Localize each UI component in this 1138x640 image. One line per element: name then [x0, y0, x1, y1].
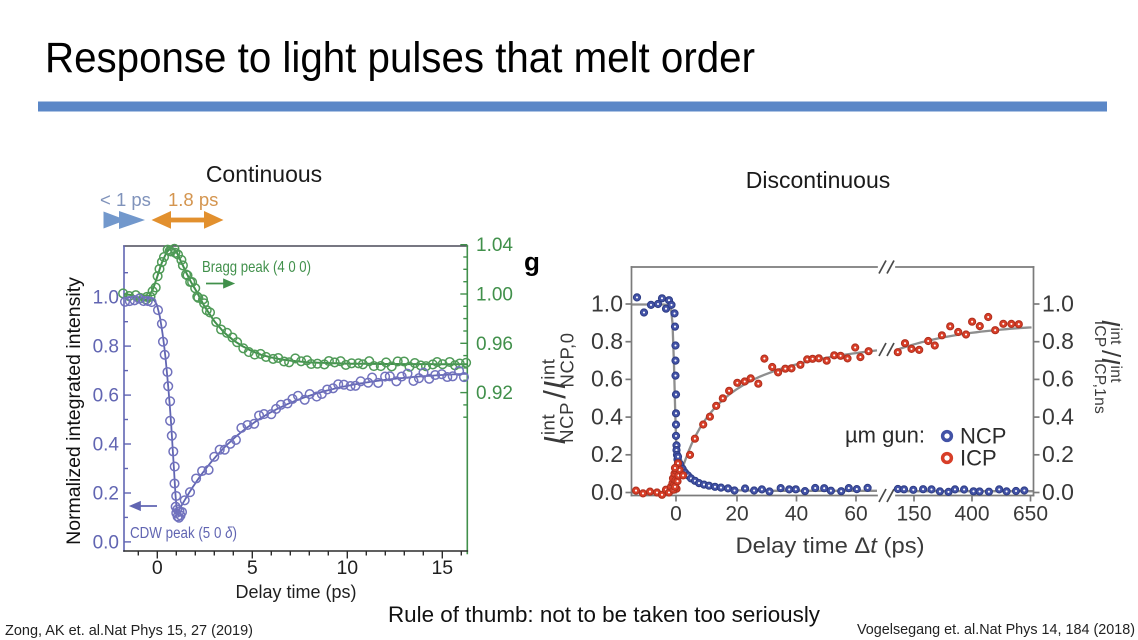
- svg-text:0.6: 0.6: [1042, 366, 1074, 392]
- svg-text:0: 0: [670, 503, 682, 526]
- svg-text:IintNCP /IintNCP,0: IintNCP /IintNCP,0: [537, 329, 577, 445]
- svg-text:Response to light pulses that: Response to light pulses that melt order: [45, 35, 755, 82]
- svg-text:CDW peak (5 0 δ): CDW peak (5 0 δ): [130, 525, 237, 542]
- svg-text:Rule of thumb: not to be taken: Rule of thumb: not to be taken too serio…: [388, 602, 820, 627]
- svg-text:g: g: [524, 247, 540, 277]
- svg-text:0.8: 0.8: [1042, 328, 1074, 354]
- svg-text:5: 5: [247, 557, 258, 579]
- svg-text:0.8: 0.8: [591, 328, 623, 354]
- svg-text:1.0: 1.0: [93, 288, 119, 309]
- svg-text:40: 40: [785, 503, 808, 526]
- svg-text:150: 150: [896, 503, 931, 526]
- svg-text:10: 10: [336, 557, 358, 579]
- svg-text:1.00: 1.00: [476, 285, 513, 306]
- svg-text:IintICP /IintICP,1ns: IintICP /IintICP,1ns: [1091, 319, 1126, 416]
- svg-text:µm gun:: µm gun:: [845, 423, 925, 448]
- svg-text:0: 0: [152, 557, 163, 579]
- svg-text:Delay time Δt (ps): Delay time Δt (ps): [736, 533, 925, 558]
- svg-text:0.6: 0.6: [93, 386, 119, 407]
- svg-text:1.04: 1.04: [476, 235, 513, 256]
- svg-text:Bragg peak (4 0 0): Bragg peak (4 0 0): [202, 259, 311, 276]
- svg-text:0.92: 0.92: [476, 383, 513, 404]
- svg-text:Normalized integrated intensit: Normalized integrated intensity: [63, 277, 85, 545]
- svg-text:Vogelsegang et. al.Nat Phys 14: Vogelsegang et. al.Nat Phys 14, 184 (201…: [857, 622, 1135, 638]
- svg-text:1.0: 1.0: [591, 290, 623, 316]
- svg-text:Delay time (ps): Delay time (ps): [236, 581, 357, 602]
- svg-text:0.0: 0.0: [591, 479, 623, 505]
- svg-text:15: 15: [431, 557, 453, 579]
- svg-text:0.96: 0.96: [476, 334, 513, 355]
- svg-text:Discontinuous: Discontinuous: [746, 167, 890, 193]
- svg-text:ICP: ICP: [960, 446, 997, 471]
- svg-text:400: 400: [954, 503, 989, 526]
- svg-text:0.4: 0.4: [1042, 403, 1074, 429]
- svg-text:< 1 ps: < 1 ps: [100, 189, 151, 210]
- svg-text:Zong, AK et. al.Nat Phys 15, 2: Zong, AK et. al.Nat Phys 15, 27 (2019): [5, 623, 253, 639]
- svg-text:0.2: 0.2: [591, 441, 623, 467]
- svg-text:20: 20: [725, 503, 748, 526]
- svg-text:650: 650: [1013, 503, 1048, 526]
- svg-text:0.4: 0.4: [591, 403, 623, 429]
- svg-text:1.0: 1.0: [1042, 290, 1074, 316]
- svg-text:1.8 ps: 1.8 ps: [168, 189, 218, 210]
- svg-text:NCP: NCP: [960, 424, 1006, 449]
- svg-text:0.0: 0.0: [93, 532, 119, 553]
- svg-text:0.8: 0.8: [93, 337, 119, 358]
- svg-text:60: 60: [844, 503, 867, 526]
- svg-text:0.2: 0.2: [93, 484, 119, 505]
- svg-text:0.0: 0.0: [1042, 479, 1074, 505]
- svg-text:0.6: 0.6: [591, 366, 623, 392]
- svg-text:0.4: 0.4: [93, 435, 120, 456]
- svg-text:0.2: 0.2: [1042, 441, 1074, 467]
- svg-text:Continuous: Continuous: [206, 161, 322, 187]
